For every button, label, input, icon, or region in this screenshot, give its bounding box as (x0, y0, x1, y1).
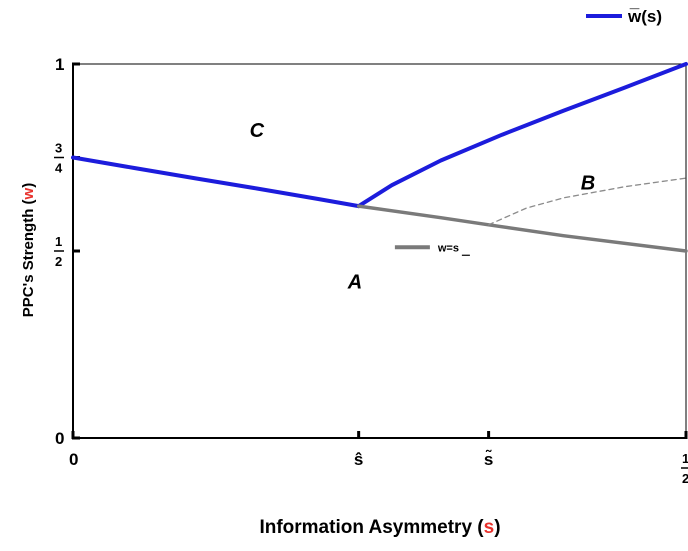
y-tick-label-numerator: 1 (55, 234, 62, 249)
legend: w̅(s) (586, 7, 662, 26)
legend-label: w̅(s) (627, 7, 662, 26)
x-tick-label: s̃ (484, 449, 493, 469)
region-label: A (347, 271, 362, 293)
y-tick-label: 0 (55, 429, 64, 448)
region-label: C (250, 120, 265, 142)
x-tick-label-denominator: 2 (682, 471, 688, 486)
y-tick-label-denominator: 2 (55, 254, 62, 269)
y-axis-title-prefix: PPC's Strength ( (20, 199, 37, 317)
y-tick-label: 1 (55, 55, 64, 74)
y-tick-label-numerator: 3 (55, 141, 62, 156)
y-axis-title-var: w (20, 187, 37, 200)
y-axis-title: PPC's Strength (w) (20, 183, 37, 317)
x-tick-label-numerator: 1 (682, 451, 688, 466)
series-line (356, 62, 688, 209)
y-axis-title-suffix: ) (20, 183, 37, 188)
x-axis-title-prefix: Information Asymmetry ( (259, 517, 484, 538)
tick-group: 0 1 2 3 4 1 0 ŝ s̃ 1 2 (54, 55, 688, 486)
series-line (487, 177, 687, 226)
x-axis-title-var: s (484, 517, 495, 538)
x-axis-title: Information Asymmetry (s) (259, 517, 500, 538)
x-axis-title-suffix: ) (494, 517, 500, 538)
y-tick-label-denominator: 4 (55, 161, 63, 176)
x-tick-label: 0 (69, 450, 78, 469)
series-line (71, 155, 361, 209)
x-tick-label: ŝ (354, 450, 363, 469)
series-line (356, 204, 688, 253)
series-group (71, 62, 688, 253)
region-label: B (581, 172, 595, 194)
annotation-group: A B Cw=s (250, 120, 595, 293)
inline-legend-label: w=s (437, 242, 459, 254)
